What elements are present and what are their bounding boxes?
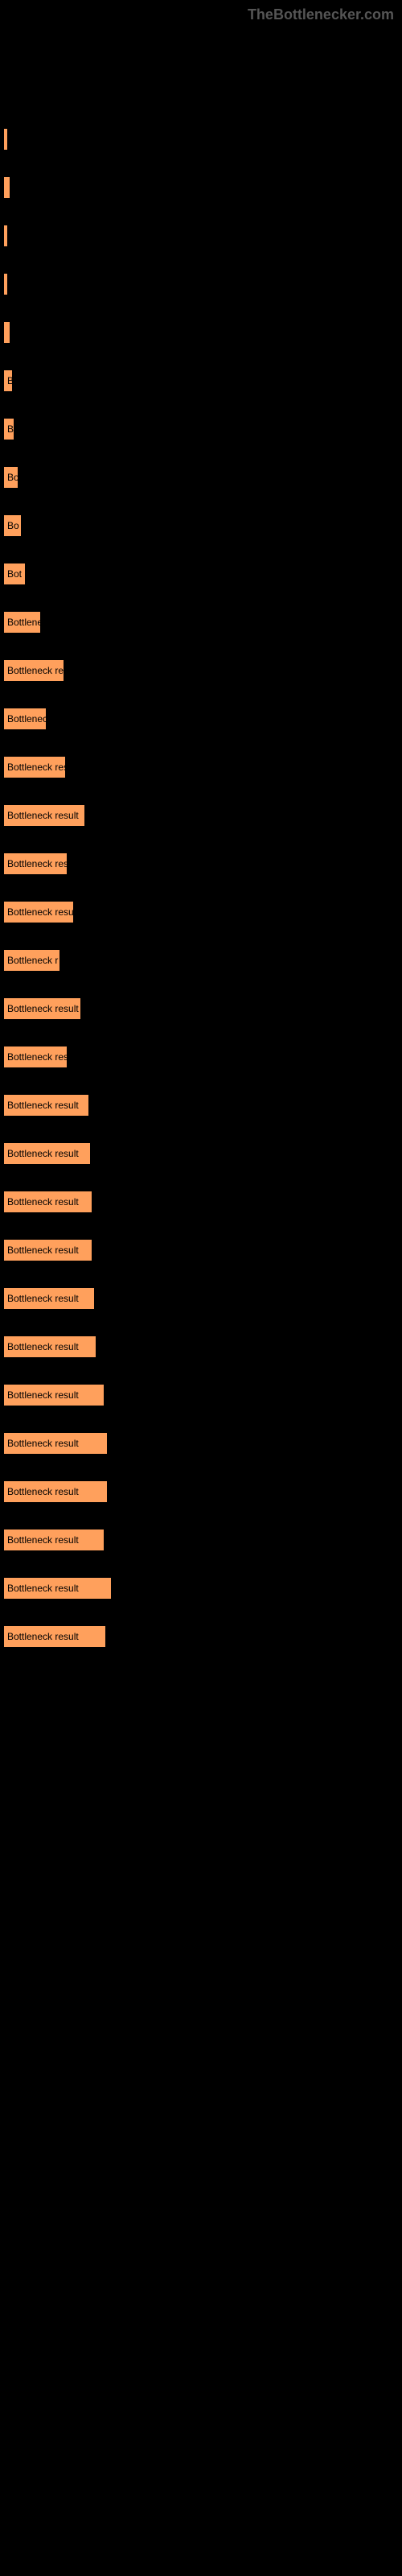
bar-row: Bottleneck result bbox=[4, 1578, 386, 1599]
bar: Bottleneck result bbox=[4, 1385, 104, 1406]
bar: Bottleneck result bbox=[4, 1578, 111, 1599]
bar: Bottleneck result bbox=[4, 1191, 92, 1212]
bar: Bottlenec bbox=[4, 708, 46, 729]
bar bbox=[4, 129, 7, 150]
bar-row: Bottleneck result bbox=[4, 1095, 386, 1116]
bar bbox=[4, 274, 7, 295]
bar-row bbox=[4, 129, 386, 150]
bar-row: Bottleneck result bbox=[4, 1336, 386, 1357]
bar-row: Bottleneck res bbox=[4, 757, 386, 778]
bar: Bottleneck result bbox=[4, 1288, 94, 1309]
bar-row bbox=[4, 274, 386, 295]
bar-row bbox=[4, 322, 386, 343]
bar: Bottlene bbox=[4, 612, 40, 633]
bar: Bottleneck result bbox=[4, 998, 80, 1019]
bar: Bottleneck result bbox=[4, 1481, 107, 1502]
bar: Bo bbox=[4, 467, 18, 488]
bar-row: Bo bbox=[4, 515, 386, 536]
bar-row: Bottleneck result bbox=[4, 1433, 386, 1454]
bar-row: Bottleneck result bbox=[4, 1530, 386, 1550]
bar-row: Bottleneck result bbox=[4, 1143, 386, 1164]
bar: Bottleneck resu bbox=[4, 902, 73, 923]
bar: Bottleneck result bbox=[4, 1095, 88, 1116]
bar-row: Bo bbox=[4, 467, 386, 488]
bar-row: Bottleneck res bbox=[4, 1046, 386, 1067]
bar-row: Bottlene bbox=[4, 612, 386, 633]
bar-row: Bottleneck result bbox=[4, 1191, 386, 1212]
bar-row: Bottleneck re bbox=[4, 660, 386, 681]
bar: Bottleneck result bbox=[4, 1143, 90, 1164]
bar-row bbox=[4, 225, 386, 246]
bar-chart: B B Bo Bo Bot Bottlene Bottleneck re Bottlenec B… bbox=[0, 0, 402, 1647]
bar-row: Bottleneck result bbox=[4, 1481, 386, 1502]
bar: B bbox=[4, 419, 14, 440]
bar-row: Bottleneck res bbox=[4, 853, 386, 874]
bar: Bottleneck result bbox=[4, 1336, 96, 1357]
bar-row: Bottleneck result bbox=[4, 1288, 386, 1309]
bar: B bbox=[4, 370, 12, 391]
bar: Bottleneck res bbox=[4, 853, 67, 874]
bar-row: Bottleneck result bbox=[4, 1626, 386, 1647]
bar: Bottleneck result bbox=[4, 1433, 107, 1454]
bar: Bottleneck res bbox=[4, 757, 65, 778]
bar: Bottleneck result bbox=[4, 1626, 105, 1647]
bar-row: Bottlenec bbox=[4, 708, 386, 729]
bar-row: Bottleneck result bbox=[4, 998, 386, 1019]
bar-row bbox=[4, 177, 386, 198]
bar: Bottleneck res bbox=[4, 1046, 67, 1067]
watermark-text: TheBottlenecker.com bbox=[248, 6, 394, 23]
bar: Bottleneck result bbox=[4, 1240, 92, 1261]
bar-row: B bbox=[4, 370, 386, 391]
bar-row: Bottleneck result bbox=[4, 1385, 386, 1406]
bar: Bo bbox=[4, 515, 21, 536]
bar: Bottleneck r bbox=[4, 950, 59, 971]
bar-row: Bottleneck resu bbox=[4, 902, 386, 923]
bar-row: Bottleneck result bbox=[4, 1240, 386, 1261]
bar bbox=[4, 177, 10, 198]
bar bbox=[4, 322, 10, 343]
bar: Bottleneck re bbox=[4, 660, 64, 681]
bar bbox=[4, 225, 7, 246]
bar-row: Bot bbox=[4, 564, 386, 584]
bar-row: B bbox=[4, 419, 386, 440]
bar-row: Bottleneck r bbox=[4, 950, 386, 971]
bar-row: Bottleneck result bbox=[4, 805, 386, 826]
bar: Bottleneck result bbox=[4, 805, 84, 826]
bar: Bottleneck result bbox=[4, 1530, 104, 1550]
bar: Bot bbox=[4, 564, 25, 584]
